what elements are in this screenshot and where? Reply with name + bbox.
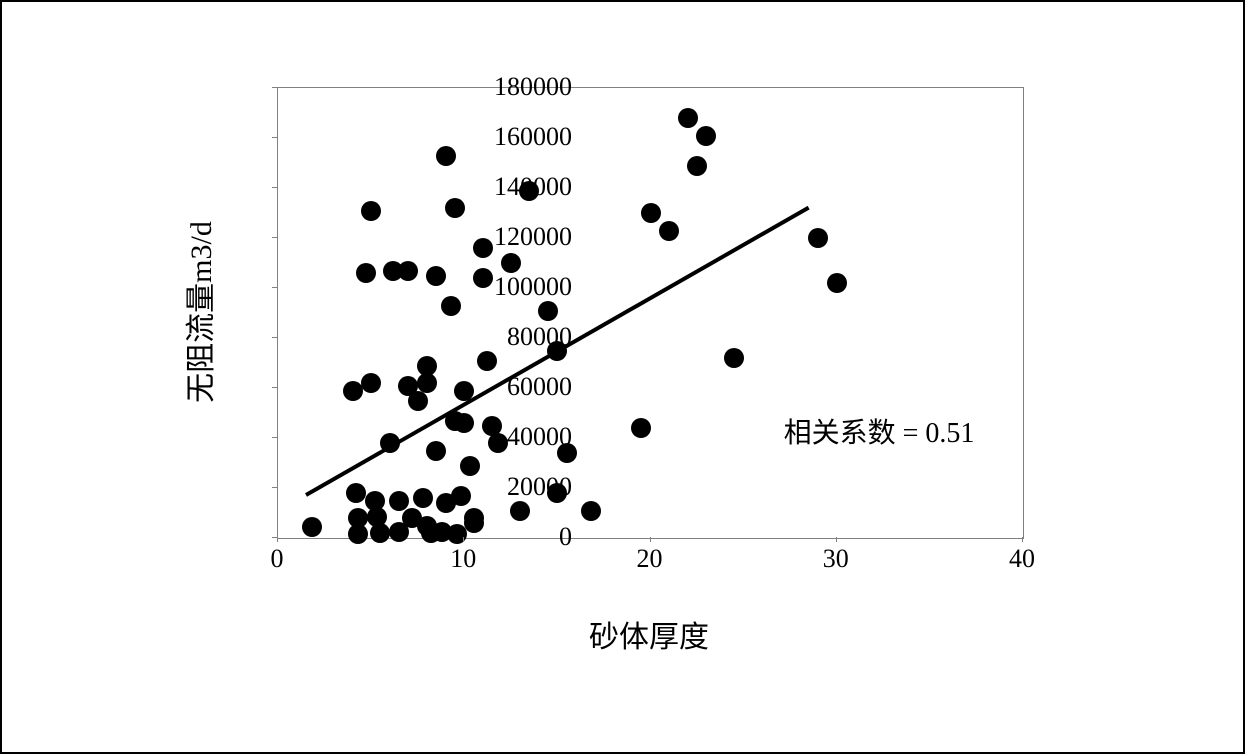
data-point <box>538 301 558 321</box>
x-tick-mark <box>277 537 278 542</box>
x-tick-label: 30 <box>806 544 866 574</box>
data-point <box>343 381 363 401</box>
x-tick-mark <box>650 537 651 542</box>
x-tick-label: 10 <box>433 544 493 574</box>
y-tick-label: 160000 <box>372 122 572 152</box>
data-point <box>641 203 661 223</box>
data-point <box>348 524 368 544</box>
x-tick-label: 40 <box>992 544 1052 574</box>
y-tick-mark <box>272 237 277 238</box>
y-tick-mark <box>272 87 277 88</box>
x-tick-mark <box>836 537 837 542</box>
y-tick-label: 140000 <box>372 172 572 202</box>
x-tick-label: 20 <box>620 544 680 574</box>
y-tick-label: 100000 <box>372 272 572 302</box>
x-axis-label: 砂体厚度 <box>589 612 709 656</box>
data-point <box>659 221 679 241</box>
data-point <box>724 348 744 368</box>
data-point <box>361 201 381 221</box>
data-point <box>678 108 698 128</box>
data-point <box>302 517 322 537</box>
y-tick-mark <box>272 437 277 438</box>
x-tick-label: 0 <box>247 544 307 574</box>
y-tick-mark <box>272 337 277 338</box>
y-tick-label: 40000 <box>372 422 572 452</box>
data-point <box>631 418 651 438</box>
data-point <box>687 156 707 176</box>
x-tick-mark <box>1022 537 1023 542</box>
y-axis-label: 无阻流量m3/d <box>176 221 220 403</box>
x-tick-mark <box>463 537 464 542</box>
y-tick-label: 20000 <box>372 472 572 502</box>
data-point <box>696 126 716 146</box>
y-tick-mark <box>272 287 277 288</box>
chart-frame: 0 20000 40000 60000 80000 100000 120000 140000 1… <box>0 0 1245 754</box>
data-point <box>477 351 497 371</box>
data-point <box>808 228 828 248</box>
data-point <box>827 273 847 293</box>
y-tick-label: 60000 <box>372 372 572 402</box>
y-tick-mark <box>272 187 277 188</box>
data-point <box>346 483 366 503</box>
y-tick-mark <box>272 487 277 488</box>
y-tick-label: 120000 <box>372 222 572 252</box>
y-tick-mark <box>272 137 277 138</box>
correlation-annotation: 相关系数 = 0.51 <box>784 411 975 451</box>
data-point <box>501 253 521 273</box>
data-point <box>581 501 601 521</box>
data-point <box>510 501 530 521</box>
y-tick-mark <box>272 387 277 388</box>
y-tick-label: 80000 <box>372 322 572 352</box>
y-tick-label: 180000 <box>372 72 572 102</box>
chart-container: 0 20000 40000 60000 80000 100000 120000 140000 1… <box>102 42 1152 662</box>
